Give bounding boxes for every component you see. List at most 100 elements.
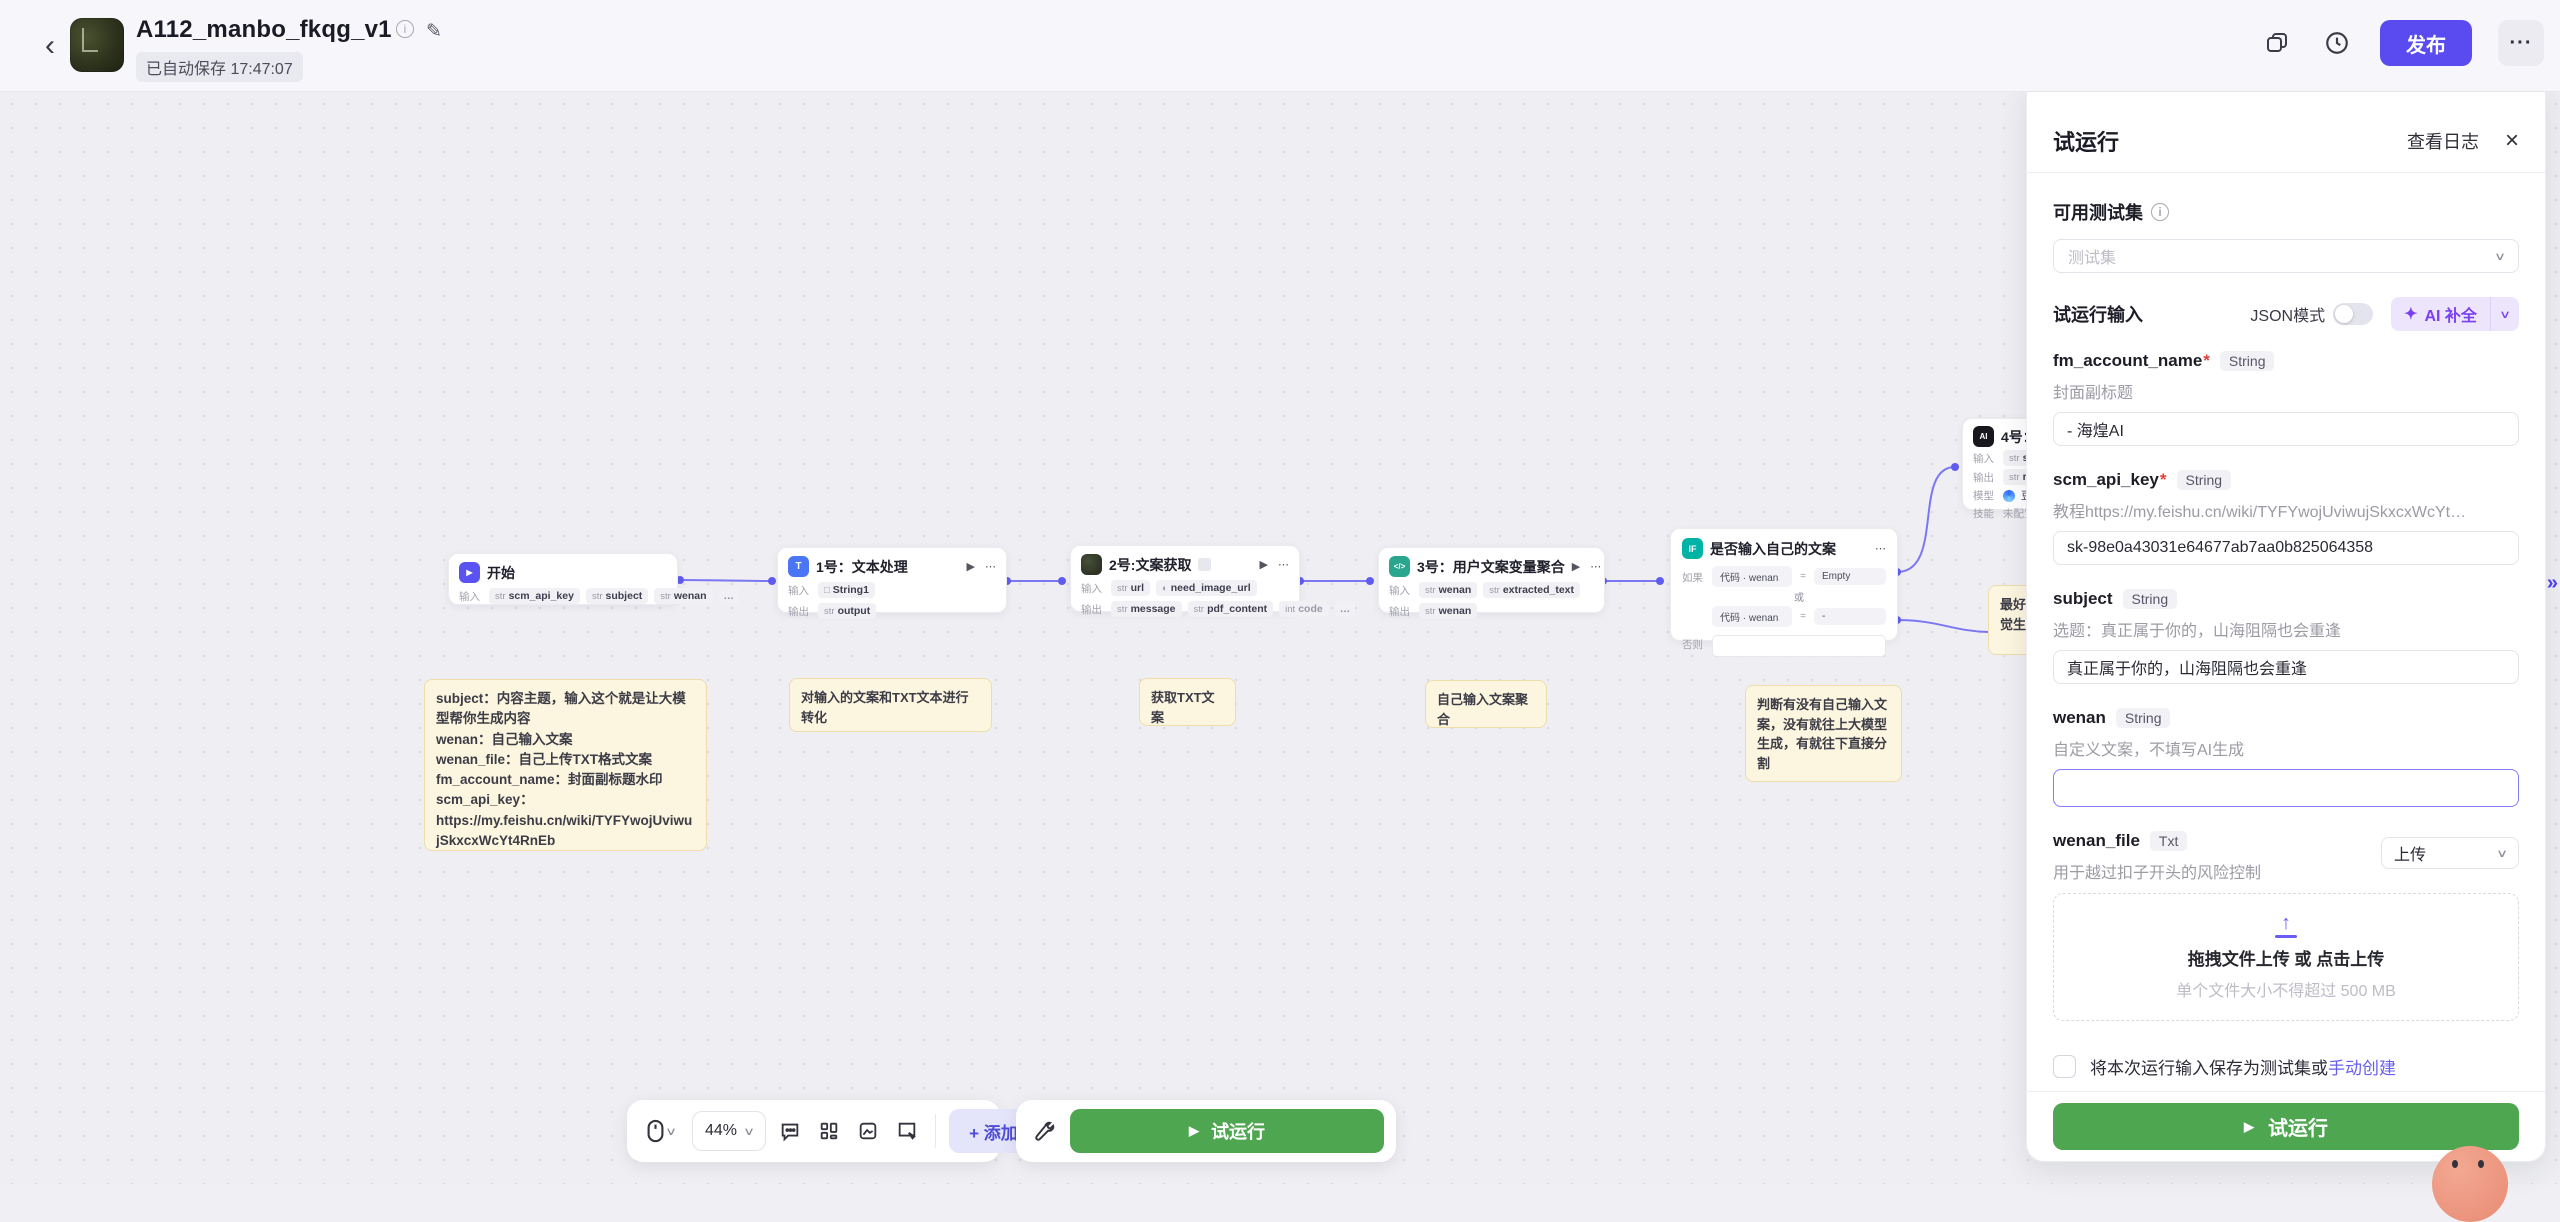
testset-info-icon[interactable]: i [2151,203,2169,221]
condition-right-operand: Empty [1814,568,1886,585]
port-badge: str wenan [1419,603,1478,619]
doubao-model-icon [2003,489,2015,502]
workflow-title: A112_manbo_fkqg_v1 [136,16,392,43]
llm-node-icon: AI [1973,426,1994,447]
history-icon[interactable] [2320,26,2354,60]
condition-right-operand: - [1814,608,1886,625]
node-copy-fetch[interactable]: 2号:文案获取 ▶ ⋯ 输入 str url ◐ need_image_url 输出… [1070,545,1356,617]
condition-else-slot [1712,635,1886,657]
type-badge: String [2115,708,2171,728]
view-logs-link[interactable]: 查看日志 [2406,131,2479,152]
node-condition[interactable]: IF 是否输入自己的文案 ⋯ 如果 代码 · wenan = Empty 或 代… [1670,528,1898,657]
upload-icon: ↑ [2275,913,2297,938]
play-icon: ▶ [2244,1118,2254,1134]
condition-left-operand: 代码 · wenan [1712,606,1793,627]
panel-run-button[interactable]: ▶ 试运行 [2053,1103,2519,1150]
node-start[interactable]: ▶ 开始 输入 str scm_api_key str subject str wen… [448,553,740,605]
ai-complete-button[interactable]: ✦ AI 补全 ∨ [2391,297,2519,331]
node-run-icon[interactable]: ▶ [1571,561,1581,573]
condition-left-operand: 代码 · wenan [1712,566,1793,587]
more-badges-icon: … [718,588,740,604]
field-subject: subject String 选题：真正属于你的，山海阻隔也会重逢 真正属于你的… [2053,589,2519,684]
zoom-select[interactable]: 44% ∨ [692,1111,767,1151]
node-more-icon[interactable]: ⋯ [1590,561,1602,573]
upload-mode-select[interactable]: 上传 ∨ [2381,837,2519,869]
note-copy-fetch[interactable]: 获取TXT文案 [1139,678,1236,726]
node-text-process[interactable]: T 1号：文本处理 ▶ ⋯ 输入 □ String1 输出 str output [777,547,1007,619]
json-mode-toggle[interactable] [2333,303,2374,325]
play-icon: ▶ [1189,1123,1199,1138]
copy-fetch-node-icon [1081,554,1102,575]
node-more-icon[interactable]: ⋯ [985,561,996,573]
port-badge: str wenan [1419,582,1478,598]
topbar-more-button[interactable]: ··· [2498,20,2544,66]
panel-title: 试运行 [2053,129,2120,155]
port-badge: ◐ need_image_url [1155,580,1257,596]
toolbar-divider [935,1114,937,1148]
type-badge: String [2219,351,2275,371]
type-badge: Txt [2149,831,2188,851]
field-wenan-file: wenan_file Txt 用于越过扣子开头的风险控制 上传 ∨ ↑ 拖拽文件… [2053,831,2519,1021]
duplicate-icon[interactable] [2260,26,2294,60]
port-badge: str wenan [654,588,713,604]
condition-or-label: 或 [1794,593,1804,604]
node-more-icon[interactable]: ⋯ [1278,559,1289,571]
node-run-icon[interactable]: ▶ [966,561,975,573]
pointer-mode-icon[interactable]: ∨ [639,1116,683,1146]
testset-select[interactable]: 测试集 ∨ [2053,239,2519,273]
port-badge: str message [1111,601,1182,617]
start-node-icon: ▶ [459,562,480,583]
note-text-process[interactable]: 对输入的文案和TXT文本进行转化 [789,678,992,732]
canvas-run-button[interactable]: ▶ 试运行 [1070,1109,1384,1153]
node-variable-merge[interactable]: </> 3号：用户文案变量聚合 ▶ ⋯ 输入 str wenan str extra… [1378,547,1605,619]
workflow-avatar [70,18,124,72]
edit-title-icon[interactable]: ✎ [426,21,442,42]
port-badge: str output [818,603,877,619]
type-badge: String [2176,470,2232,490]
test-run-panel: 试运行 查看日志 × 可用测试集 i 测试集 ∨ 试运行输入 JSON模式 ✦ … [2026,78,2546,1162]
save-testset-checkbox[interactable] [2053,1055,2076,1078]
subject-input[interactable]: 真正属于你的，山海阻隔也会重逢 [2053,650,2519,684]
scm-api-key-input[interactable]: sk-98e0a43031e64677ab7aa0b825064358 [2053,531,2519,565]
port-badge: str scm_api_key [489,588,580,604]
export-image-icon[interactable] [853,1116,883,1146]
assistant-mascot[interactable] [2432,1146,2508,1222]
workflow-info-icon[interactable]: i [396,20,414,38]
type-badge: String [2122,589,2178,609]
auto-layout-icon[interactable] [814,1116,844,1146]
port-badge: str extracted_text [1483,582,1581,598]
ai-complete-chevron-icon[interactable]: ∨ [2498,308,2512,321]
run-input-section-label: 试运行输入 [2053,305,2143,325]
chevron-down-icon: ∨ [2495,847,2509,860]
canvas-toolbar: ∨ 44% ∨ + 添加节点 [627,1100,1072,1162]
manual-create-link[interactable]: 手动创建 [2328,1059,2396,1078]
back-button[interactable]: ‹ [45,29,55,62]
field-scm-api-key: scm_api_key* String 教程https://my.feishu.… [2053,470,2519,565]
file-dropzone[interactable]: ↑ 拖拽文件上传 或 点击上传 单个文件大小不得超过 500 MB [2053,893,2519,1021]
wenan-input[interactable] [2053,769,2519,807]
plugin-badge-icon [1198,558,1212,571]
note-merge[interactable]: 自己输入文案聚合 [1425,680,1547,728]
object-type-icon: □ [824,584,830,596]
port-badge: □ String1 [818,582,875,598]
panel-collapse-icon[interactable]: » [2546,572,2558,594]
note-condition[interactable]: 判断有没有自己输入文案，没有就往上大模型生成，有就往下直接分割 [1745,685,1902,782]
node-more-icon[interactable]: ⋯ [1875,543,1886,555]
chevron-down-icon: ∨ [2493,250,2507,263]
fm-account-name-input[interactable]: - 海煌AI [2053,412,2519,446]
close-panel-icon[interactable]: × [2504,126,2519,154]
frame-select-icon[interactable] [892,1116,922,1146]
comment-icon[interactable] [775,1116,805,1146]
node-run-icon[interactable]: ▶ [1259,559,1268,571]
wrench-icon[interactable] [1028,1116,1058,1146]
zoom-level: 44% [705,1122,738,1139]
field-fm-account-name: fm_account_name* String 封面副标题 - 海煌AI [2053,351,2519,446]
port-badge: str pdf_content [1187,601,1274,617]
publish-button[interactable]: 发布 [2380,20,2472,66]
port-badge: int code [1279,601,1329,617]
note-inputs-doc[interactable]: subject：内容主题，输入这个就是让大模型帮你生成内容 wenan：自己输入… [424,679,707,851]
port-badge: str subject [585,588,649,604]
run-toolbar: ▶ 试运行 [1016,1100,1396,1162]
condition-node-icon: IF [1682,538,1703,559]
variable-merge-node-icon: </> [1389,556,1410,577]
